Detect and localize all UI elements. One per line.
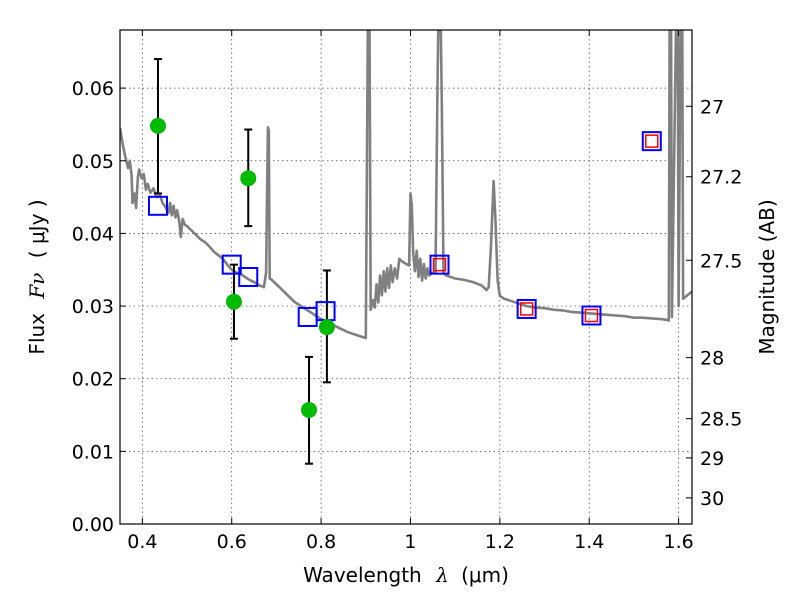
y-tick-label: 0.02 [72,369,114,391]
y-tick-label: 0.04 [72,223,114,245]
y-axis-label: Flux Fν ( μJy ) [25,199,49,354]
x-axis-label: Wavelength λ (μm) [303,563,509,587]
model-flux-square [641,131,662,152]
model-flux-square [238,267,259,287]
y2-tick-label: 28 [700,348,724,370]
observed-flux-point [318,319,335,336]
x-tick-label: 0.8 [306,531,336,553]
plot-frame [119,29,693,525]
model-flux-square [429,254,450,275]
x-axis-label-unit: (μm) [461,563,509,587]
y-tick-label: 0.00 [72,514,114,536]
x-tick-label: 0.6 [217,531,247,553]
x-axis-label-symbol: λ [435,563,449,587]
axis-ticks: 0.4 0.6 0.8 1 1.2 1.4 1.6 0.00 0.01 0.02 0.03 0.04 0… [72,30,742,553]
y2-axis-label: Magnitude (AB) [755,199,779,354]
observed-flux-point [225,293,242,310]
model-flux-square-inner [584,308,599,323]
model-flux-square [581,305,602,326]
y-tick-label: 0.03 [72,296,114,318]
y-tick-label: 0.01 [72,441,114,463]
y2-tick-label: 29 [700,448,724,470]
x-tick-label: 1 [404,531,416,553]
y-axis-label-text: Flux [25,313,49,355]
y-axis-label-unit: ( μJy ) [25,199,49,258]
x-tick-label: 1.4 [574,531,604,553]
y2-tick-label: 27.2 [700,167,742,189]
y-tick-label: 0.06 [72,78,114,100]
observed-flux-point [240,170,257,187]
grid-lines [120,30,692,525]
model-spectrum-line [120,30,692,340]
model-flux-square [221,254,242,275]
y-axis-label-symbol: Fν [25,273,49,300]
model-flux-square [147,195,168,216]
observed-flux-point [301,401,318,418]
y2-tick-label: 27 [700,96,724,118]
x-tick-label: 1.6 [663,531,693,553]
y2-tick-label: 28.5 [700,409,742,431]
y-tick-label: 0.05 [72,151,114,173]
observed-flux-point [149,117,166,134]
x-tick-label: 1.2 [485,531,515,553]
x-tick-label: 0.4 [127,531,157,553]
x-axis-label-text: Wavelength [303,563,422,587]
model-flux-square-inner [432,257,447,272]
model-flux-square-inner [645,134,659,148]
model-flux-square-inner [519,302,534,316]
y2-tick-label: 27.5 [700,250,742,272]
plot-area [120,30,692,465]
y2-tick-label: 30 [700,488,724,510]
model-flux-square [516,298,537,319]
